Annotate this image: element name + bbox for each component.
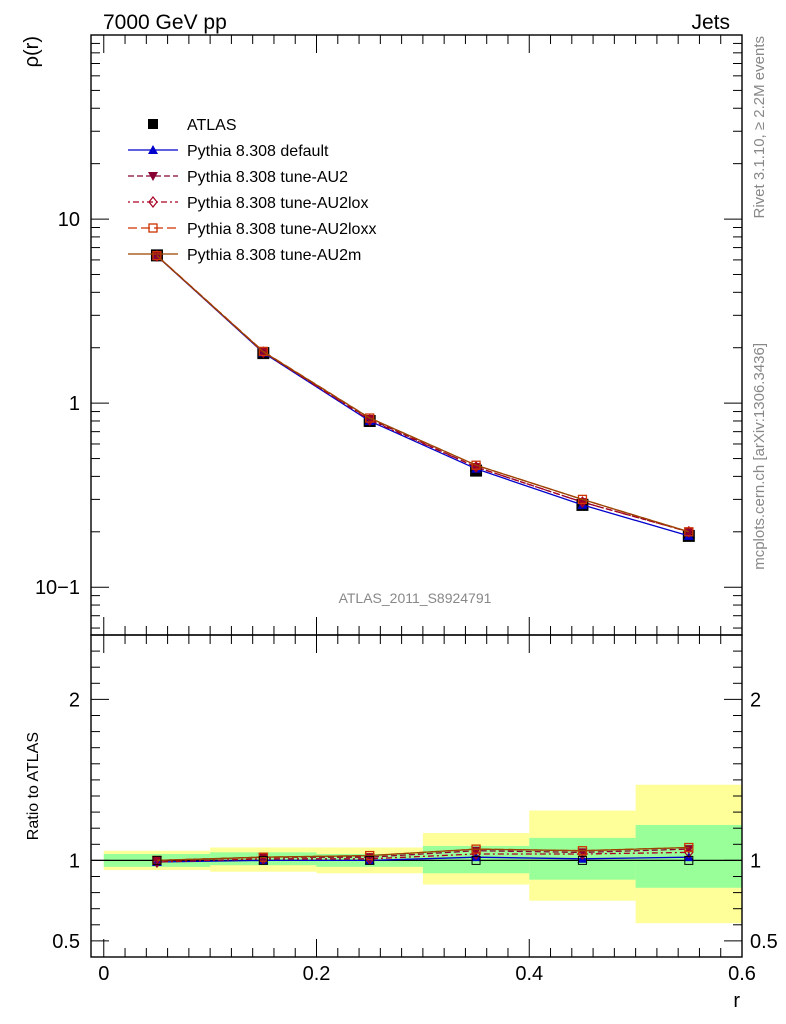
x-tick-label: 0 [98,963,109,985]
ratio-y-tick-label-right: 0.5 [750,931,778,953]
legend-label-au2lox: Pythia 8.308 tune-AU2lox [187,195,368,212]
ratio-data-point [471,855,481,865]
ratio-line-au2lox [156,851,689,863]
ratio-y-tick-label: 1 [69,850,80,872]
legend-label-au2m: Pythia 8.308 tune-AU2m [187,247,361,264]
main-y-tick-label: 1 [69,393,80,415]
ratio-line-au2 [156,848,689,862]
mcplots-label: mcplots.cern.ch [arXiv:1306.3436] [751,343,768,570]
ratio-data-point [684,855,694,865]
ratio-data-point [577,855,587,865]
main-panel: 10−1 1 10 [35,34,743,636]
series-point-au2loxx [577,494,588,505]
ratio-point-au2lox [471,847,481,860]
series-line-au2loxx [156,255,689,533]
legend-marker-au2loxx [148,223,158,233]
ratio-y-tick-label: 2 [69,689,80,711]
series-line-au2m [156,255,689,533]
main-y-tick-label: 10 [58,209,80,231]
x-tick-label: 0.4 [515,963,543,985]
series-line-au2lox [156,255,689,533]
x-tick-label: 0.6 [728,963,756,985]
legend-label-au2: Pythia 8.308 tune-AU2 [187,169,348,186]
ratio-data-point [365,855,375,865]
ratio-point-au2lox [577,847,588,860]
x-tick-label: 0.2 [303,963,331,985]
header-right: Jets [691,11,730,34]
main-y-axis-label: ρ(r) [21,36,43,67]
series-line-au2 [156,255,689,533]
ratio-y-tick-label-right: 1 [750,850,761,872]
legend-label-data: ATLAS [187,117,237,134]
series-point-au2loxx [684,527,694,537]
series-point-au2loxx [471,460,481,470]
series-line-default [156,255,689,537]
x-axis-label: r [733,990,740,1012]
series-point-au2lox [471,461,481,473]
ratio-y-axis-label: Ratio to ATLAS [25,732,42,840]
analysis-watermark: ATLAS_2011_S8924791 [339,590,492,606]
ratio-line-default [156,856,689,863]
ratio-data-point [258,855,268,865]
ratio-point-au2lox [684,846,694,859]
ratio-point-au2 [151,856,162,866]
legend-marker-au2 [148,172,158,181]
legend-label-au2loxx: Pythia 8.308 tune-AU2loxx [187,221,376,238]
ratio-panel: 0.5 0.5 1 1 2 2 0 0.2 0.4 0.6 [52,634,778,985]
series-point-au2lox [684,525,694,538]
ratio-y-tick-label: 0.5 [52,931,80,953]
main-y-tick-label: 10−1 [35,577,80,599]
ratio-data-point [152,855,162,865]
legend-label-default: Pythia 8.308 default [187,143,329,160]
ratio-y-tick-label-right: 2 [750,689,761,711]
rivet-label: Rivet 3.1.10, ≥ 2.2M events [751,36,768,219]
header-left: 7000 GeV pp [103,11,227,34]
legend: ATLAS Pythia 8.308 default Pythia 8.308 tu… [128,117,376,264]
series-point-au2loxx [365,413,375,423]
legend-marker-au2lox [148,196,158,208]
series-point-au2loxx [258,346,268,357]
series-point-au2lox [364,414,375,426]
series-point-au2lox [258,346,269,359]
ratio-point-au2lox [364,852,375,865]
series-point-au2loxx [152,250,162,261]
ratio-line-au2m [156,846,689,862]
legend-marker-data [148,119,158,129]
legend-marker-default [148,145,158,154]
